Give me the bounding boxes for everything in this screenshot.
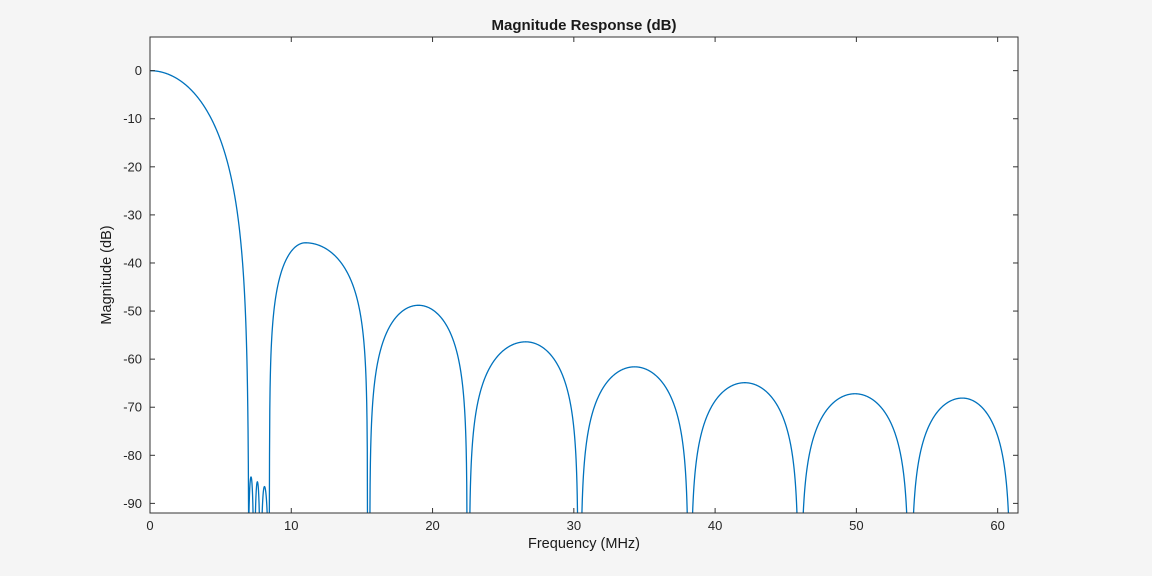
response-curve: [150, 70, 1010, 513]
axes-box: [149, 36, 1019, 514]
x-tick-label: 60: [990, 518, 1004, 533]
y-tick-label: -80: [123, 448, 142, 463]
x-axis-label: Frequency (MHz): [528, 536, 640, 552]
chart-title: Magnitude Response (dB): [491, 17, 677, 34]
plot-area: [150, 37, 1018, 513]
y-tick-label: -60: [123, 352, 142, 367]
x-tick-label: 40: [708, 518, 722, 533]
y-tick-label: -30: [123, 207, 142, 222]
y-tick-label: -20: [123, 159, 142, 174]
y-tick-label: -10: [123, 111, 142, 126]
y-tick-label: -90: [123, 496, 142, 511]
x-tick-label: 20: [425, 518, 439, 533]
x-tick-label: 10: [284, 518, 298, 533]
y-tick-label: 0: [135, 63, 142, 78]
x-tick-label: 30: [567, 518, 581, 533]
y-tick-label: -40: [123, 255, 142, 270]
y-tick-label: -50: [123, 304, 142, 319]
x-tick-label: 0: [146, 518, 153, 533]
y-tick-label: -70: [123, 400, 142, 415]
x-tick-label: 50: [849, 518, 863, 533]
